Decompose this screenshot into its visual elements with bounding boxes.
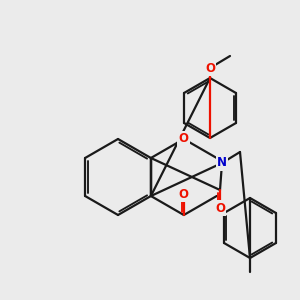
Text: O: O [205,61,215,74]
Text: O: O [215,202,225,214]
Text: O: O [179,133,189,146]
Text: N: N [217,157,227,169]
Text: O: O [179,188,189,200]
